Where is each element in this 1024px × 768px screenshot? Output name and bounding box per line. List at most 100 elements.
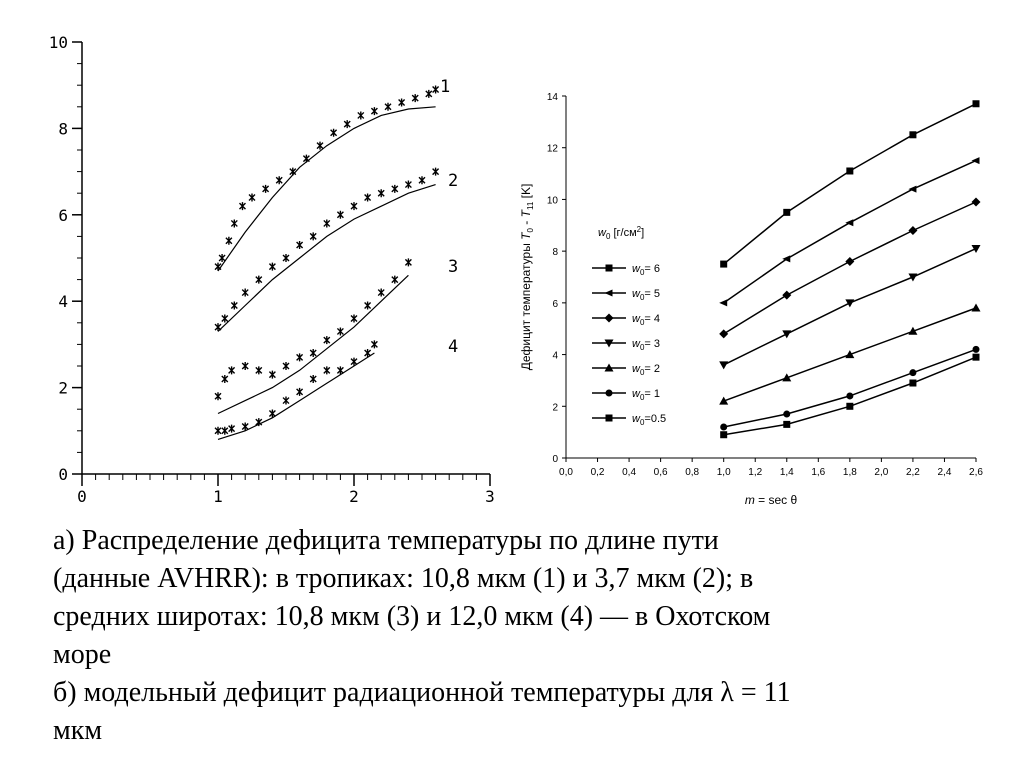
legend-entry-1: w0= 1 [632,388,660,402]
data-point [221,314,229,323]
data-point [398,98,406,107]
marker-diamond [908,225,918,235]
data-point [309,374,317,383]
marker-circle [972,345,980,353]
y-tick-label: 12 [547,144,559,155]
data-point [230,219,238,228]
marker-square [972,353,980,361]
data-point [248,193,256,202]
data-point [296,387,304,396]
data-point [323,336,331,345]
data-point [302,154,310,163]
marker-diamond [971,197,981,207]
data-point [364,349,372,358]
data-point [268,409,276,418]
marker-square [720,260,728,268]
x-tick-label: 2,2 [906,467,920,478]
caption-line: средних широтах: 10,8 мкм (3) и 12,0 мкм… [53,601,771,632]
marker-triangle-up [719,396,729,405]
y-tick-label: 0 [58,465,68,484]
caption-line: б) модельный дефицит радиационной темпер… [53,677,791,708]
data-point [275,176,283,185]
x-tick-label: 3 [485,487,495,506]
data-point [225,236,233,245]
data-point [384,102,392,111]
data-point [336,327,344,336]
x-tick-label: 2,0 [874,467,888,478]
marker-square [783,208,791,216]
data-point [404,258,412,267]
y-tick-label: 2 [58,379,68,398]
x-tick-label: 0,4 [622,467,636,478]
legend-entry-3: w0= 3 [632,338,660,352]
marker-triangle-left [782,255,791,263]
marker-diamond [845,256,855,266]
data-point [241,422,249,431]
data-point [391,275,399,284]
x-tick-label: 1,4 [780,467,794,478]
x-tick-label: 0,2 [591,467,605,478]
y-tick-label: 0 [552,454,558,465]
data-point [289,167,297,176]
x-tick-label: 0,0 [559,467,573,478]
marker-circle [605,389,613,397]
marker-triangle-left [845,219,854,227]
data-point [255,418,263,427]
data-point [228,424,236,433]
data-point [418,176,426,185]
series-label-2: 2 [448,171,458,191]
x-tick-label: 0,6 [654,467,668,478]
data-point [228,366,236,375]
marker-triangle-down [604,339,614,348]
data-point [214,323,222,332]
data-point [364,193,372,202]
data-point [377,189,385,198]
x-tick-label: 2,4 [938,467,952,478]
data-point [255,275,263,284]
data-point [262,184,270,193]
legend-entry-2: w0= 2 [632,363,660,377]
x-tick-label: 0 [77,487,87,506]
data-point [268,370,276,379]
data-point [364,301,372,310]
data-point [268,262,276,271]
data-point [241,288,249,297]
y-tick-label: 4 [552,351,558,362]
series-label-1: 1 [440,77,450,97]
data-point [432,167,440,176]
marker-square [605,414,613,422]
data-point [296,241,304,250]
data-point [336,366,344,375]
data-point [230,301,238,310]
marker-triangle-up [782,373,792,382]
data-point [221,426,229,435]
data-point [218,254,226,262]
caption-line: а) Распределение дефицита температуры по… [53,525,719,556]
data-point [214,262,222,271]
marker-triangle-left [719,299,728,307]
marker-circle [783,410,791,418]
y-tick-label: 8 [58,119,68,138]
legend-entry-6: w0= 6 [632,263,660,277]
data-point [432,85,440,94]
marker-triangle-up [908,326,918,335]
marker-square [783,420,791,428]
x-tick-label: 2 [349,487,359,506]
marker-triangle-down [971,245,981,254]
legend-entry-0.5: w0=0.5 [632,413,666,427]
marker-triangle-left [908,185,917,193]
marker-diamond [604,313,614,323]
y-tick-label: 10 [547,195,559,206]
marker-square [909,131,917,139]
x-tick-label: 1 [213,487,223,506]
marker-square [846,402,854,410]
legend-entry-4: w0= 4 [632,313,660,327]
series-line-w0-1 [723,348,977,428]
y-tick-label: 6 [58,206,68,225]
marker-diamond [719,329,729,339]
marker-triangle-down [782,330,792,339]
data-point [238,202,246,211]
fit-curve-3 [217,274,409,415]
series-label-4: 4 [448,337,458,357]
marker-circle [720,423,728,431]
